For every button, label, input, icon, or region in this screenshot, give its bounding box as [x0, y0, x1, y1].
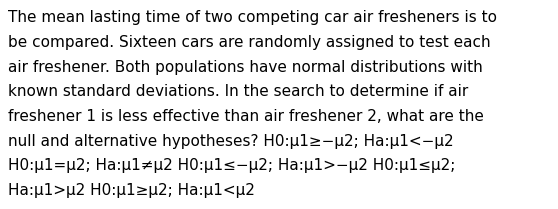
Text: known standard deviations. In the search to determine if air: known standard deviations. In the search… — [8, 84, 469, 99]
Text: The mean lasting time of two competing car air fresheners is to: The mean lasting time of two competing c… — [8, 10, 497, 25]
Text: H0:μ1=μ2; Ha:μ1≠μ2 H0:μ1≤−μ2; Ha:μ1>−μ2 H0:μ1≤μ2;: H0:μ1=μ2; Ha:μ1≠μ2 H0:μ1≤−μ2; Ha:μ1>−μ2 … — [8, 158, 456, 173]
Text: air freshener. Both populations have normal distributions with: air freshener. Both populations have nor… — [8, 60, 483, 75]
Text: Ha:μ1>μ2 H0:μ1≥μ2; Ha:μ1<μ2: Ha:μ1>μ2 H0:μ1≥μ2; Ha:μ1<μ2 — [8, 183, 255, 198]
Text: be compared. Sixteen cars are randomly assigned to test each: be compared. Sixteen cars are randomly a… — [8, 35, 491, 50]
Text: freshener 1 is less effective than air freshener 2, what are the: freshener 1 is less effective than air f… — [8, 109, 484, 124]
Text: null and alternative hypotheses? H0:μ1≥−μ2; Ha:μ1<−μ2: null and alternative hypotheses? H0:μ1≥−… — [8, 134, 454, 149]
